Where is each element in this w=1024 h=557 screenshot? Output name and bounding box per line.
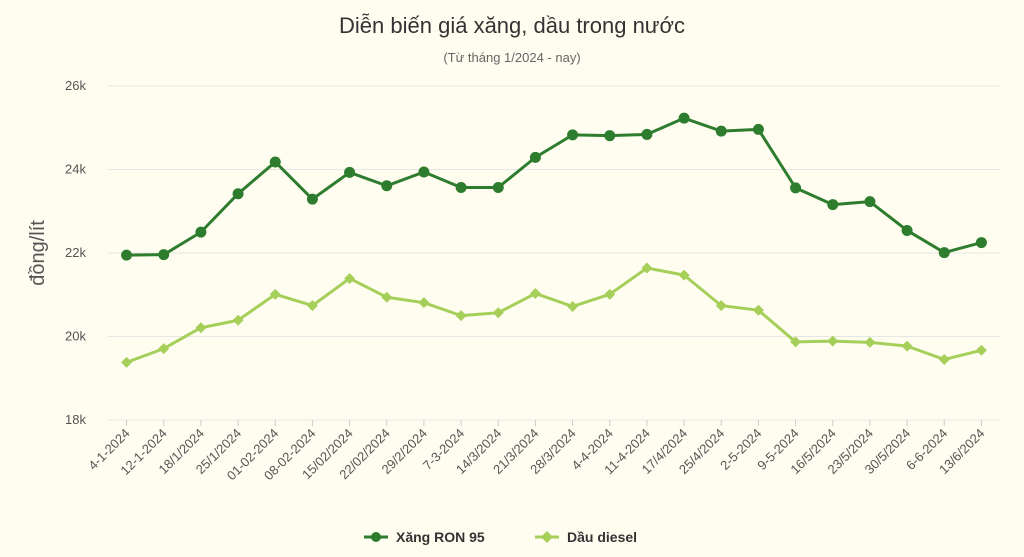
legend-item-ron95[interactable]: Xăng RON 95 (364, 529, 485, 545)
y-tick-label: 20k (65, 329, 86, 344)
data-point[interactable] (901, 340, 913, 352)
legend[interactable]: Xăng RON 95 Dầu diesel (364, 529, 637, 545)
data-point[interactable] (827, 335, 839, 347)
y-tick-label: 24k (65, 162, 86, 177)
y-axis-label: đồng/lít (27, 220, 49, 286)
series-diesel (121, 262, 987, 368)
data-point[interactable] (344, 272, 356, 284)
data-point[interactable] (195, 322, 207, 334)
data-point[interactable] (418, 166, 430, 178)
data-point[interactable] (269, 156, 281, 168)
data-point[interactable] (381, 180, 393, 192)
x-axis-ticks: 4-1-202412-1-202418/1/202425/1/202401-02… (85, 420, 988, 483)
data-point[interactable] (975, 344, 987, 356)
data-point[interactable] (678, 112, 690, 124)
series-ron95 (121, 112, 987, 261)
data-point[interactable] (901, 224, 913, 236)
data-point[interactable] (344, 166, 356, 178)
data-point[interactable] (158, 249, 170, 261)
data-point[interactable] (641, 128, 653, 140)
data-point[interactable] (232, 188, 244, 200)
chart-title: Diễn biến giá xăng, dầu trong nước (339, 13, 685, 38)
data-point[interactable] (195, 226, 207, 238)
data-point[interactable] (790, 336, 802, 348)
data-point[interactable] (752, 123, 764, 135)
data-point[interactable] (938, 353, 950, 365)
data-point[interactable] (790, 182, 802, 194)
data-point[interactable] (492, 181, 504, 193)
data-point[interactable] (604, 130, 616, 142)
legend-item-diesel[interactable]: Dầu diesel (535, 529, 637, 545)
data-point[interactable] (455, 181, 467, 193)
legend-marker-diesel (541, 531, 553, 543)
data-point[interactable] (752, 304, 764, 316)
series-group (121, 112, 987, 368)
data-point[interactable] (121, 249, 133, 261)
data-point[interactable] (306, 300, 318, 312)
data-point[interactable] (306, 193, 318, 205)
grid-lines (108, 85, 1000, 421)
legend-label-ron95: Xăng RON 95 (396, 529, 485, 545)
data-point[interactable] (158, 343, 170, 355)
data-point[interactable] (232, 314, 244, 326)
y-tick-label: 22k (65, 245, 86, 260)
data-point[interactable] (418, 297, 430, 309)
data-point[interactable] (641, 262, 653, 274)
data-point[interactable] (604, 288, 616, 300)
chart-subtitle: (Từ tháng 1/2024 - nay) (443, 50, 580, 65)
data-point[interactable] (864, 336, 876, 348)
data-point[interactable] (715, 300, 727, 312)
y-tick-label: 18k (65, 412, 86, 427)
series-line (126, 116, 982, 257)
data-point[interactable] (567, 300, 579, 312)
data-point[interactable] (827, 199, 839, 211)
series-line (126, 266, 982, 364)
data-point[interactable] (529, 287, 541, 299)
legend-marker-ron95 (371, 532, 381, 542)
data-point[interactable] (864, 196, 876, 208)
data-point[interactable] (269, 288, 281, 300)
data-point[interactable] (121, 356, 133, 368)
legend-label-diesel: Dầu diesel (567, 529, 637, 545)
data-point[interactable] (492, 307, 504, 319)
y-tick-label: 26k (65, 78, 86, 93)
data-point[interactable] (715, 125, 727, 137)
data-point[interactable] (381, 291, 393, 303)
y-axis-ticks: 18k 20k 22k 24k 26k (65, 78, 86, 427)
data-point[interactable] (975, 237, 987, 249)
data-point[interactable] (678, 269, 690, 281)
data-point[interactable] (529, 151, 541, 163)
data-point[interactable] (938, 247, 950, 259)
data-point[interactable] (455, 310, 467, 322)
data-point[interactable] (567, 129, 579, 141)
